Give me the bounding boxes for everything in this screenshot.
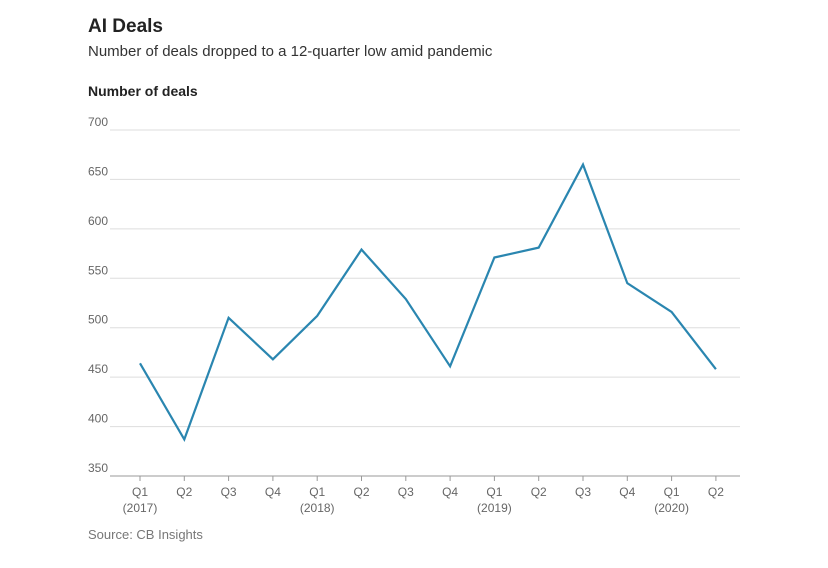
x-tick-label: Q1 [132, 485, 148, 499]
x-tick-year-label: (2018) [300, 501, 335, 515]
x-tick-label: Q4 [619, 485, 635, 499]
x-tick-label: Q4 [265, 485, 281, 499]
source-note: Source: CB Insights [88, 527, 203, 542]
gridlines [110, 129, 740, 477]
y-tick-label: 550 [88, 263, 108, 277]
y-tick-label: 600 [88, 214, 108, 228]
x-tick-label: Q1 [486, 485, 502, 499]
x-tick-year-label: (2020) [654, 501, 689, 515]
x-tick-label: Q2 [176, 485, 192, 499]
series-line [139, 161, 717, 442]
x-tick-label: Q2 [531, 485, 547, 499]
y-tick-label: 350 [88, 461, 108, 475]
x-tick-year-label: (2019) [477, 501, 512, 515]
chart-title: AI Deals [88, 16, 163, 37]
x-tick-label: Q3 [398, 485, 414, 499]
y-tick-label: 450 [88, 362, 108, 376]
x-tick-label: Q3 [221, 485, 237, 499]
y-axis-label: Number of deals [88, 83, 198, 99]
x-tick-labels: Q1 (2017) Q2 Q3 Q4 Q1 (2018) Q2 Q3 Q4 Q1 (2019) Q2 Q3… [123, 476, 724, 515]
y-tick-label: 500 [88, 313, 108, 327]
x-tick-label: Q4 [442, 485, 458, 499]
x-tick-label: Q3 [575, 485, 591, 499]
x-tick-label: Q1 [309, 485, 325, 499]
y-tick-label: 400 [88, 412, 108, 426]
x-tick-year-label: (2017) [123, 501, 158, 515]
y-tick-labels: 350 400 450 500 550 600 650 700 [88, 115, 108, 475]
y-tick-label: 650 [88, 164, 108, 178]
chart-subtitle: Number of deals dropped to a 12-quarter … [88, 43, 493, 60]
x-tick-label: Q2 [708, 485, 724, 499]
x-tick-label: Q1 [664, 485, 680, 499]
y-tick-label: 700 [88, 115, 108, 129]
series-line-layer [139, 161, 717, 442]
x-tick-label: Q2 [353, 485, 369, 499]
